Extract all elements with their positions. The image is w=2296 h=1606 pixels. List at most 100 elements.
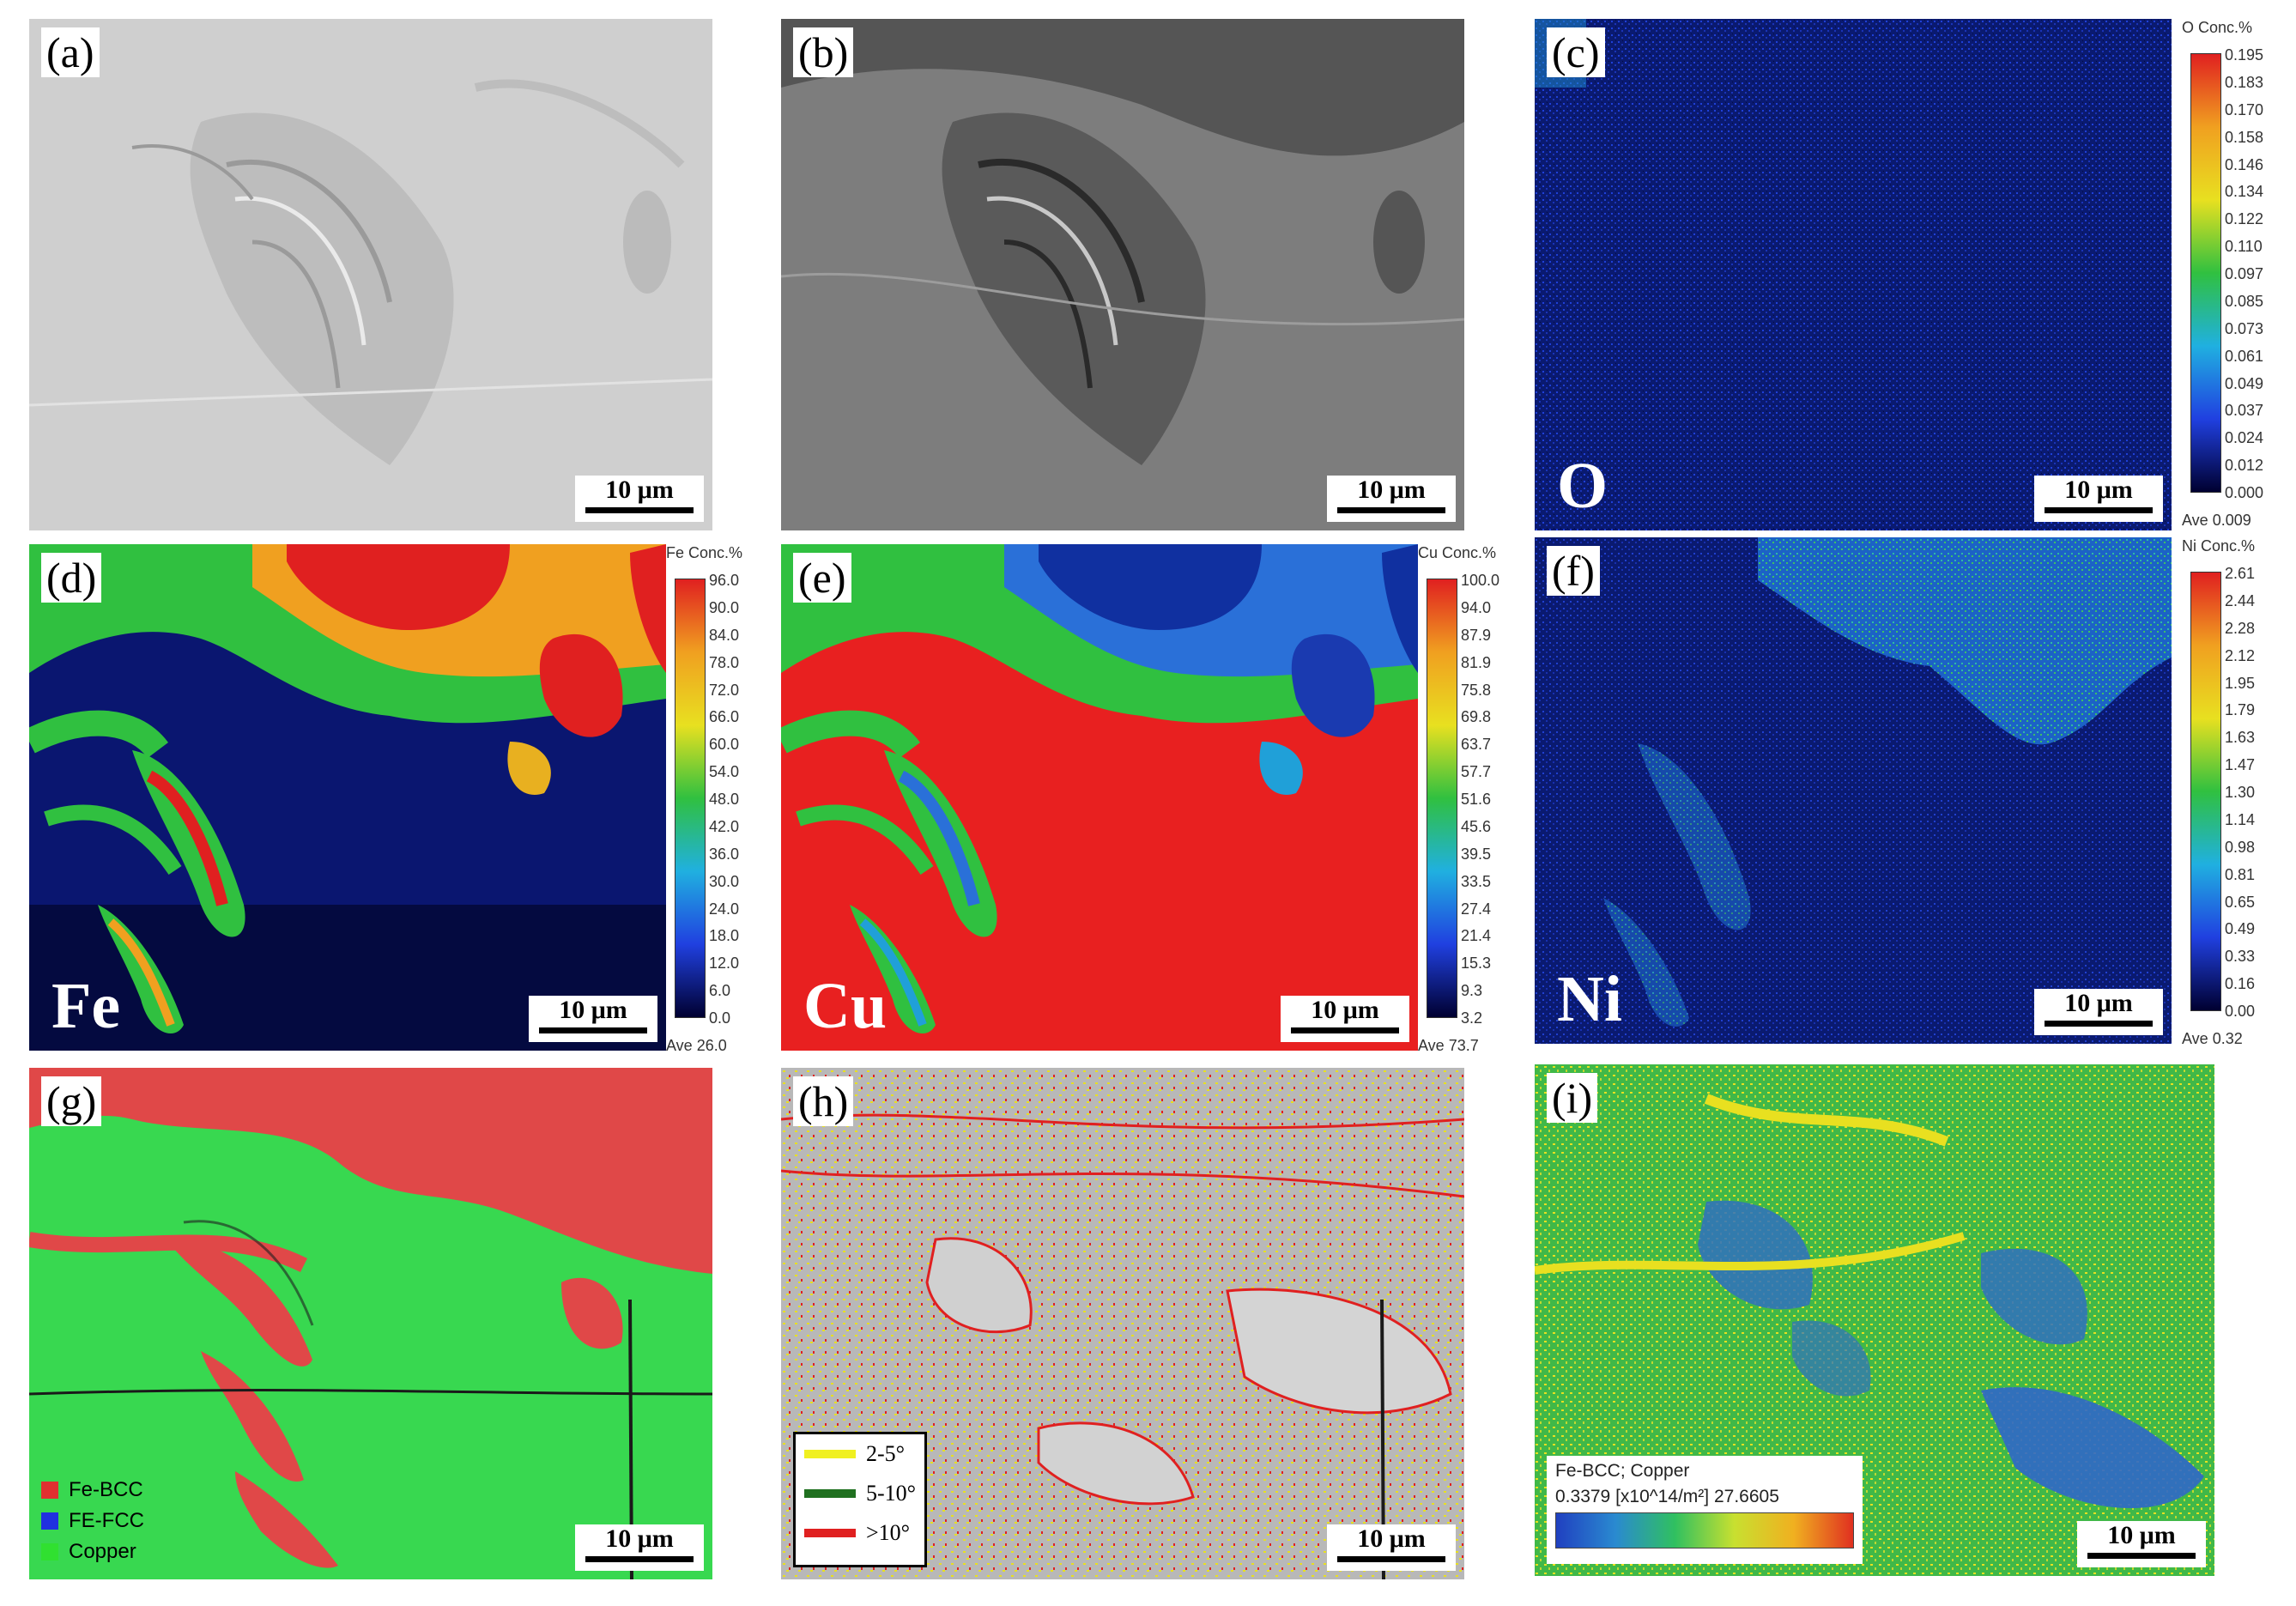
colorbar-gradient (2190, 572, 2221, 1011)
scale-bar-line (539, 1027, 647, 1033)
colorbar-tick-label: 0.16 (2225, 975, 2256, 993)
colorbar-tick-label: 81.9 (1461, 653, 1492, 671)
colorbar-tick-label: 1.79 (2225, 701, 2256, 719)
colorbar-tick-label: 18.0 (709, 927, 740, 945)
legend-label: >10° (866, 1520, 911, 1545)
panel-label: (d) (41, 553, 102, 603)
legend-item: 5-10° (796, 1474, 924, 1513)
legend-swatch (41, 1482, 58, 1499)
colorbar-tick-label: 69.8 (1461, 708, 1492, 726)
panel-label: (e) (793, 553, 851, 603)
legend-swatch (41, 1512, 58, 1530)
legend-item: >10° (796, 1513, 924, 1553)
colorbar-tick-label: 0.146 (2225, 155, 2264, 173)
colorbar-tick-label: 9.3 (1461, 982, 1483, 1000)
scale-bar-line (1337, 1556, 1445, 1562)
copper-concentration-map (781, 544, 1418, 1051)
colorbar-tick-label: 33.5 (1461, 872, 1492, 890)
colorbar-tick-label: 39.5 (1461, 845, 1492, 863)
legend-swatch (804, 1529, 856, 1537)
colorbar-tick-label: 0.170 (2225, 100, 2264, 118)
colorbar-tick-label: 1.30 (2225, 784, 2256, 801)
colorbar-tick-label: 2.28 (2225, 619, 2256, 637)
colorbar-tick-label: 0.81 (2225, 865, 2256, 883)
colorbar-tick-label: 0.024 (2225, 429, 2264, 447)
colorbar-tick-label: 0.65 (2225, 893, 2256, 911)
panel-e-copper-map: (e) Cu 10 μm (781, 544, 1418, 1051)
scale-bar-line (2087, 1553, 2196, 1559)
nickel-concentration-map (1535, 537, 2172, 1044)
scale-bar: 10 μm (1281, 996, 1409, 1042)
legend-range: 0.3379 [x10^14/m²] 27.6605 (1555, 1487, 1779, 1506)
colorbar-tick-label: 0.012 (2225, 457, 2264, 475)
scale-bar-line (1337, 507, 1445, 513)
scale-bar: 10 μm (575, 1524, 704, 1571)
colorbar-title: Cu Conc.% (1418, 544, 1497, 561)
colorbar-tick-label: 0.33 (2225, 948, 2256, 966)
scale-bar-line (2045, 507, 2153, 513)
colorbar-tick-label: 0.00 (2225, 1003, 2256, 1020)
panel-label: (f) (1547, 546, 1600, 596)
legend-title: Fe-BCC; Copper (1555, 1461, 1690, 1481)
colorbar-tick-label: 21.4 (1461, 927, 1492, 945)
panel-label: (c) (1547, 27, 1605, 77)
legend-swatch (804, 1450, 856, 1458)
scale-bar: 10 μm (575, 476, 704, 522)
scale-bar-label: 10 μm (1311, 996, 1379, 1024)
colorbar-tick-label: 54.0 (709, 763, 740, 781)
panel-label: (h) (793, 1076, 854, 1126)
scale-bar: 10 μm (2077, 1521, 2206, 1567)
legend-item: 2-5° (796, 1434, 924, 1474)
scale-bar: 10 μm (1327, 1524, 1456, 1571)
panel-i-dislocation-density-map: (i) Fe-BCC; Copper 0.3379 [x10^14/m²] 27… (1535, 1064, 2214, 1576)
colorbar-tick-label: 6.0 (709, 982, 731, 1000)
colorbar-o: O Conc.% 0.195 0.183 0.170 0.158 0.146 0.134 0… (2182, 19, 2268, 534)
colorbar-gradient (1427, 579, 1457, 1018)
colorbar-tick-label: 57.7 (1461, 763, 1492, 781)
scale-bar-label: 10 μm (2064, 476, 2133, 504)
colorbar-tick-label: 0.073 (2225, 319, 2264, 337)
colorbar-tick-label: 0.061 (2225, 347, 2264, 365)
colorbar-tick-label: 0.000 (2225, 484, 2264, 501)
colorbar-tick-label: 1.47 (2225, 756, 2256, 774)
colorbar-tick-label: 2.61 (2225, 565, 2256, 582)
colorbar-tick-label: 0.037 (2225, 402, 2264, 420)
colorbar-tick-label: 75.8 (1461, 681, 1492, 699)
panel-h-boundary-map: (h) 2-5° 5-10° >10° 10 μm (781, 1068, 1464, 1579)
colorbar-tick-label: 27.4 (1461, 900, 1492, 918)
colorbar-average: Ave 0.009 (2182, 512, 2251, 529)
panel-c-oxygen-map: (c) O 10 μm (1535, 19, 2172, 530)
colorbar-average: Ave 26.0 (666, 1037, 727, 1054)
colorbar-tick-label: 12.0 (709, 955, 740, 973)
scale-bar: 10 μm (2034, 476, 2163, 522)
legend-swatch (804, 1489, 856, 1498)
colorbar-tick-label: 100.0 (1461, 572, 1500, 589)
oxygen-concentration-map (1535, 19, 2172, 530)
scale-bar-label: 10 μm (605, 476, 674, 504)
colorbar-tick-label: 0.049 (2225, 374, 2264, 392)
colorbar-title: O Conc.% (2182, 19, 2253, 36)
colorbar-tick-label: 0.0 (709, 1009, 731, 1027)
element-symbol: Cu (803, 970, 888, 1042)
colorbar-cu: Cu Conc.% 100.0 94.0 87.9 81.9 75.8 69.8 63.7 5… (1418, 544, 1504, 1059)
colorbar-tick-label: 87.9 (1461, 626, 1492, 644)
colorbar-tick-label: 36.0 (709, 845, 740, 863)
panel-b-bse-image: (b) 10 μm (781, 19, 1464, 530)
colorbar-tick-label: 1.63 (2225, 729, 2256, 747)
colorbar-tick-label: 66.0 (709, 708, 740, 726)
colorbar-gradient (675, 579, 706, 1018)
panel-label: (a) (41, 27, 100, 77)
colorbar-tick-label: 0.98 (2225, 838, 2256, 856)
colorbar-tick-label: 0.110 (2225, 238, 2263, 256)
element-symbol: O (1557, 450, 1608, 522)
legend-item: FE-FCC (41, 1506, 144, 1536)
legend-label: 5-10° (866, 1481, 917, 1506)
colorbar-tick-label: 94.0 (1461, 598, 1492, 616)
legend-gradient (1555, 1512, 1854, 1548)
legend-item: Fe-BCC (41, 1475, 144, 1506)
colorbar-tick-label: 63.7 (1461, 736, 1492, 754)
scale-bar-label: 10 μm (2064, 989, 2133, 1017)
scale-bar-line (585, 1556, 694, 1562)
colorbar-tick-label: 60.0 (709, 736, 740, 754)
colorbar-tick-label: 0.183 (2225, 73, 2264, 91)
